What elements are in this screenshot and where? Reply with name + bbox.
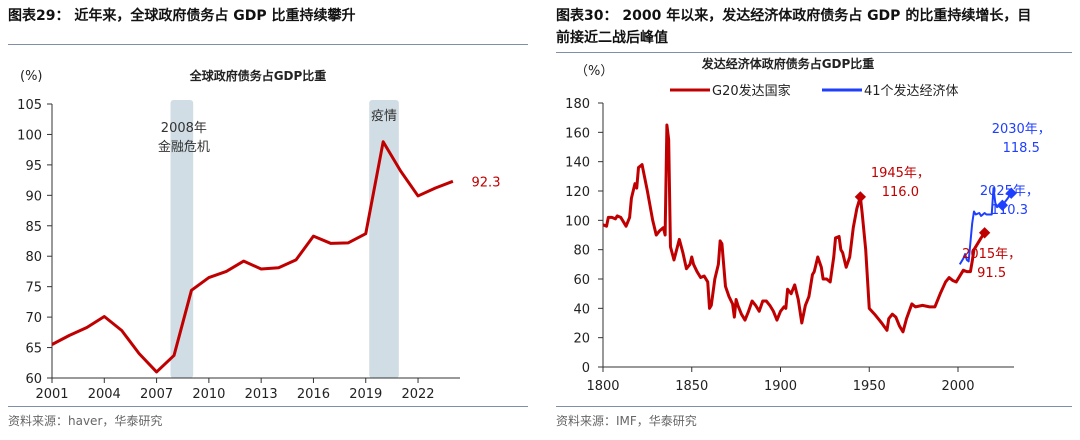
x-tick-label: 2000 (941, 379, 974, 394)
x-tick-label: 2004 (88, 387, 121, 402)
y-tick-label: 140 (565, 156, 590, 171)
annotation-marker (1005, 187, 1017, 199)
left-footer-rule (8, 406, 528, 407)
shaded-period-label: 疫情 (371, 108, 397, 124)
y-tick-label: 65 (25, 342, 42, 357)
y-tick-label: 90 (25, 189, 42, 204)
y-tick-label: 105 (17, 98, 42, 113)
y-tick-label: 75 (25, 281, 42, 296)
annotation-label: 2030年， (992, 122, 1051, 137)
right-footer-rule (556, 406, 1072, 407)
y-tick-label: 20 (573, 332, 590, 347)
annotation-label: 118.5 (1003, 141, 1040, 156)
y-tick-label: 100 (565, 214, 590, 229)
shaded-period-label: 金融危机 (158, 139, 210, 155)
x-tick-label: 2010 (192, 387, 225, 402)
y-tick-label: 70 (25, 311, 42, 326)
left-header-rule (8, 44, 528, 45)
annotation-marker (978, 227, 991, 239)
right-figure-header-line2: 前接近二战后峰值 (556, 30, 668, 46)
chart-title: 全球政府债务占GDP比重 (189, 68, 327, 83)
series-line (51, 140, 454, 374)
y-tick-label: 120 (565, 185, 590, 200)
x-tick-label: 2016 (297, 387, 330, 402)
y-tick-label: 180 (565, 97, 590, 112)
annotation-label: 2015年， (962, 247, 1021, 262)
legend-label: 41个发达经济体 (864, 83, 959, 99)
x-tick-label: 1800 (586, 379, 619, 394)
y-tick-label: 95 (25, 159, 42, 174)
right-source: 资料来源：IMF，华泰研究 (556, 414, 697, 428)
annotation-label: 116.0 (882, 185, 919, 200)
x-tick-label: 2013 (245, 387, 278, 402)
y-tick-label: 0 (582, 361, 590, 376)
y-unit-label: （%） (575, 64, 613, 79)
y-tick-label: 40 (573, 302, 590, 317)
left-figure-header: 图表29： 近年来，全球政府债务占 GDP 比重持续攀升 (8, 8, 356, 24)
right-figure-header-line1: 图表30： 2000 年以来，发达经济体政府债务占 GDP 的比重持续增长，目 (556, 8, 1032, 24)
annotation-marker (854, 191, 867, 203)
x-tick-label: 2007 (140, 387, 173, 402)
y-tick-label: 60 (25, 372, 42, 387)
y-tick-label: 100 (17, 128, 42, 143)
y-tick-label: 60 (573, 273, 590, 288)
y-tick-label: 80 (25, 250, 42, 265)
x-tick-label: 1900 (764, 379, 797, 394)
left-source: 资料来源：haver，华泰研究 (8, 414, 163, 428)
y-tick-label: 85 (25, 220, 42, 235)
right-header-rule (556, 52, 1072, 53)
y-tick-label: 160 (565, 126, 590, 141)
legend-label: G20发达国家 (712, 83, 791, 99)
y-unit-label: (%) (20, 69, 43, 84)
x-tick-label: 1850 (675, 379, 708, 394)
annotation-marker (996, 199, 1009, 211)
y-tick-label: 80 (573, 244, 590, 259)
shaded-period-label: 2008年 (161, 121, 207, 136)
annotation-label: 1945年， (871, 166, 930, 181)
x-tick-label: 2022 (401, 387, 434, 402)
series-line-g20 (602, 123, 986, 334)
annotation-label: 110.3 (991, 203, 1028, 218)
x-tick-label: 2019 (349, 387, 382, 402)
x-tick-label: 1950 (853, 379, 886, 394)
end-value-label: 92.3 (472, 175, 501, 190)
chart-title: 发达经济体政府债务占GDP比重 (701, 56, 875, 71)
x-tick-label: 2001 (35, 387, 68, 402)
annotation-label: 91.5 (977, 266, 1006, 281)
